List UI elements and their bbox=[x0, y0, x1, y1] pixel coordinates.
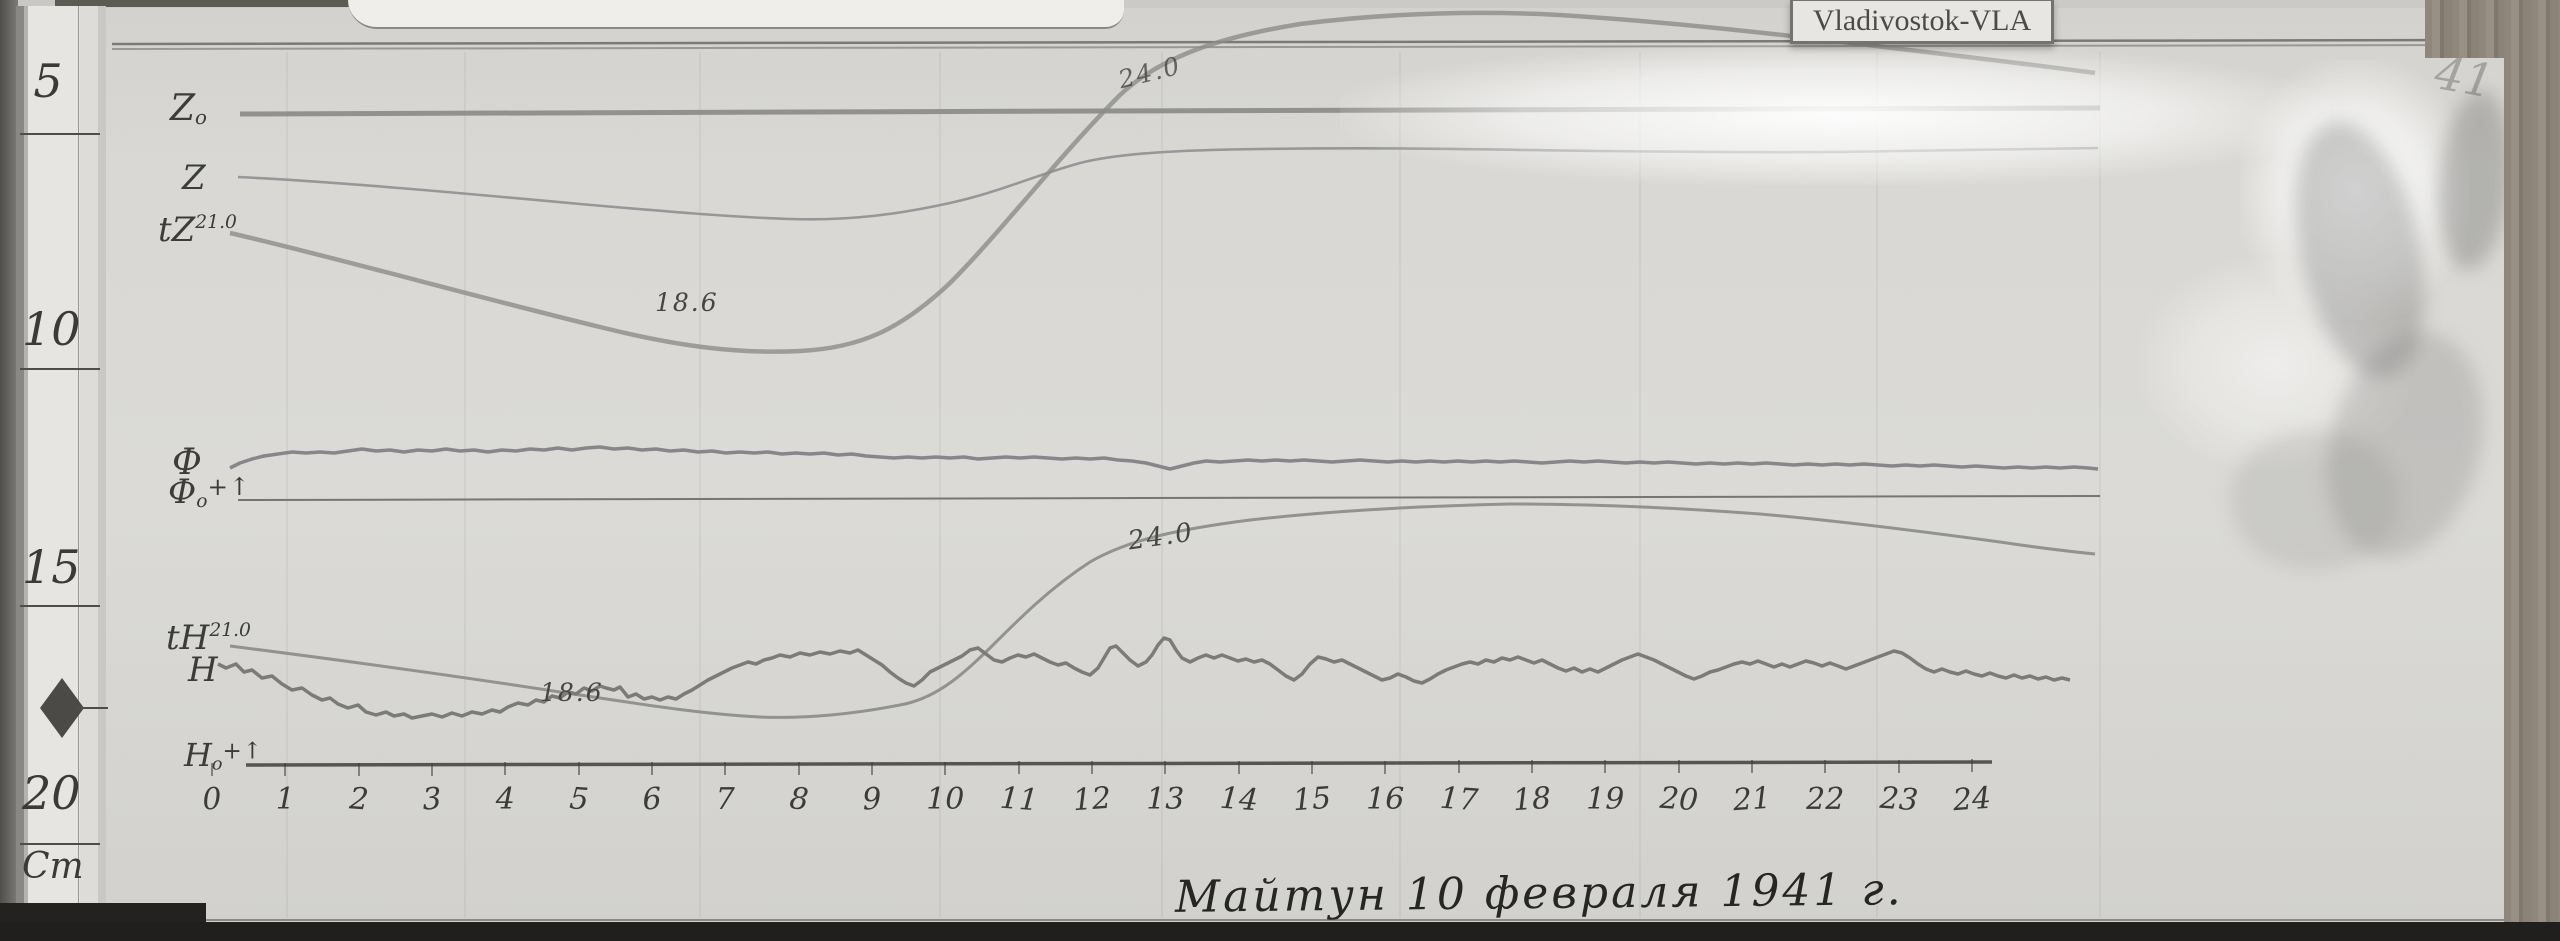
ruler-mark-line bbox=[20, 605, 100, 607]
trace-label-z0: Zo bbox=[170, 88, 207, 130]
phi-trace bbox=[229, 445, 2099, 471]
x-axis-tick-label: 19 bbox=[1586, 782, 1625, 817]
cm-ruler: 5 10 15 20 Cm bbox=[16, 6, 108, 903]
ruler-mark-label: 20 bbox=[22, 766, 81, 820]
ruler-mark-label: Cm bbox=[22, 846, 84, 887]
x-axis-tick bbox=[870, 761, 873, 775]
x-axis-tick bbox=[1897, 759, 1900, 773]
phi0-baseline-trace bbox=[237, 495, 2101, 501]
trace-label-z: Z bbox=[182, 158, 206, 198]
x-axis-tick bbox=[1090, 761, 1093, 775]
ruler-mark-label: 5 bbox=[33, 54, 63, 108]
x-axis-tick bbox=[797, 761, 800, 775]
x-axis-tick-label: 2 bbox=[347, 781, 370, 818]
annotation-th-min: 18.6 bbox=[540, 678, 604, 707]
ruler-mark-label: 15 bbox=[22, 540, 81, 594]
x-axis-tick-label: 8 bbox=[787, 781, 810, 818]
ruler-inner-line bbox=[78, 6, 79, 903]
x-axis-tick-label: 16 bbox=[1366, 782, 1405, 817]
x-axis-tick bbox=[1017, 761, 1020, 775]
x-axis-tick bbox=[430, 762, 433, 776]
x-axis-tick bbox=[504, 762, 507, 776]
x-axis-tick-label: 22 bbox=[1806, 782, 1845, 817]
x-axis-tick bbox=[724, 761, 727, 775]
x-axis-tick bbox=[1530, 760, 1533, 774]
trace-label-h0: Ho+↑ bbox=[184, 736, 264, 775]
desk-wood-edge bbox=[2504, 0, 2560, 941]
x-axis-tick-label: 20 bbox=[1658, 780, 1699, 819]
th-temperature-trace bbox=[229, 502, 2096, 719]
x-axis-tick-label: 17 bbox=[1438, 780, 1479, 819]
x-axis-tick-label: 15 bbox=[1291, 780, 1333, 819]
h-trace bbox=[217, 636, 2071, 720]
x-axis-tick-label: 6 bbox=[641, 781, 663, 818]
h0-baseline-trace bbox=[245, 760, 1993, 767]
photo-bottom-edge bbox=[0, 922, 2560, 941]
trace-label-th: tH21.0 bbox=[166, 618, 251, 658]
chart-caption: Майтун 10 февраля 1941 г. bbox=[1174, 864, 1904, 923]
x-axis-tick bbox=[650, 762, 653, 776]
x-axis-tick-label: 11 bbox=[998, 780, 1039, 819]
upper-sheet-edge bbox=[348, 0, 1124, 29]
x-axis-tick-label: 10 bbox=[926, 782, 965, 817]
x-axis-tick bbox=[1750, 759, 1753, 773]
photo-left-edge bbox=[0, 0, 18, 941]
x-axis-tick bbox=[1677, 760, 1680, 773]
ruler-mark-line bbox=[20, 133, 100, 135]
x-axis-tick bbox=[357, 762, 360, 776]
x-axis-tick bbox=[1384, 760, 1387, 774]
sheet-seam bbox=[55, 0, 360, 7]
x-axis-tick-label: 23 bbox=[1878, 780, 1919, 819]
x-axis-tick-label: 21 bbox=[1731, 780, 1773, 819]
x-axis-tick bbox=[1164, 761, 1167, 775]
x-axis-tick bbox=[211, 763, 213, 776]
x-axis-tick bbox=[1970, 759, 1973, 773]
annotation-tz-min: 18.6 bbox=[655, 288, 719, 317]
x-axis-tick bbox=[1457, 760, 1460, 774]
tz-temperature-trace bbox=[229, 10, 2096, 354]
ruler-diamond-line bbox=[76, 707, 108, 709]
x-axis-tick bbox=[944, 761, 947, 775]
trace-label-h: H bbox=[188, 650, 218, 690]
x-axis-tick bbox=[1824, 759, 1827, 773]
x-axis-tick-label: 0 bbox=[201, 781, 223, 818]
sheet-bottom-edge bbox=[106, 919, 2504, 921]
ruler-mark-line bbox=[20, 843, 100, 845]
x-axis-tick-label: 7 bbox=[715, 782, 735, 817]
station-label: Vladivostok-VLA bbox=[1790, 0, 2054, 44]
x-axis-tick bbox=[1310, 760, 1313, 774]
ruler-mark-label: 10 bbox=[22, 302, 81, 356]
trace-label-phi0: Фo+↑ bbox=[168, 472, 251, 513]
x-axis-tick-label: 3 bbox=[421, 781, 443, 818]
x-axis-tick-label: 14 bbox=[1218, 780, 1259, 819]
x-axis-tick-label: 18 bbox=[1511, 780, 1553, 819]
x-axis-tick-label: 5 bbox=[567, 781, 590, 818]
x-axis-tick bbox=[284, 762, 287, 776]
x-axis-tick-label: 9 bbox=[861, 781, 883, 818]
x-axis-tick bbox=[1604, 760, 1607, 774]
x-axis-tick-label: 24 bbox=[1951, 780, 1993, 819]
trace-label-tz: tZ21.0 bbox=[158, 210, 237, 250]
sheet-border-line bbox=[111, 38, 2503, 46]
x-axis-tick-label: 1 bbox=[275, 782, 295, 817]
x-axis-tick-label: 13 bbox=[1146, 782, 1185, 817]
x-axis-tick bbox=[1237, 760, 1240, 774]
trace-label-phi: Ф bbox=[172, 442, 202, 483]
x-axis-tick-label: 12 bbox=[1071, 780, 1113, 819]
ruler-mark-line bbox=[20, 368, 100, 370]
crease-lines bbox=[286, 52, 2101, 918]
x-axis-tick-label: 4 bbox=[495, 782, 515, 817]
x-axis-tick bbox=[577, 762, 580, 776]
